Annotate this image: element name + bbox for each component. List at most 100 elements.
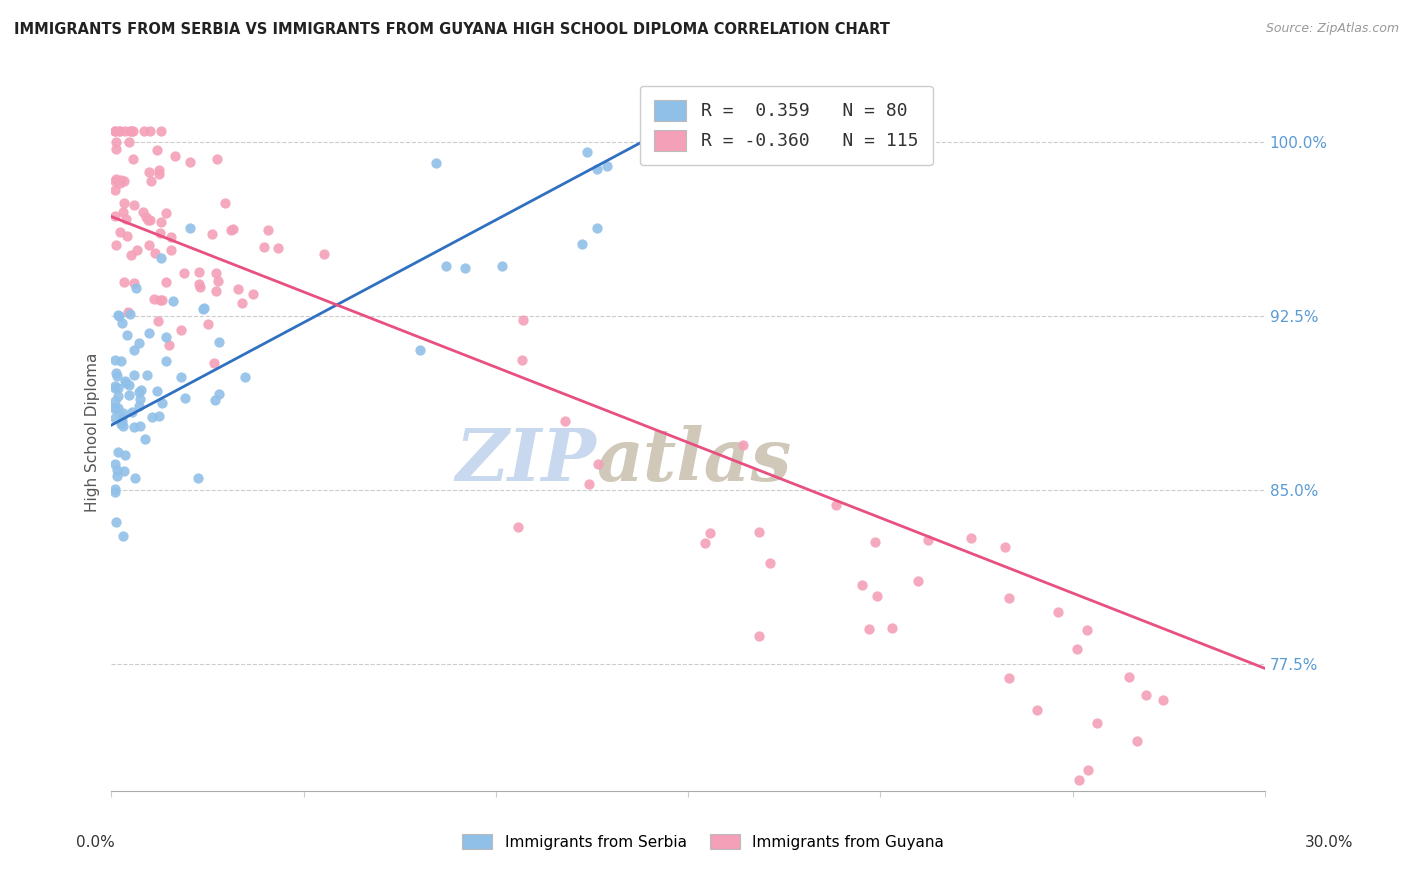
Point [122, 420, 145, 434]
Point [222, 222, 245, 236]
Point [112, 196, 135, 211]
Point [314, 247, 336, 261]
Point [155, 354, 177, 368]
Point [201, 227, 224, 241]
Point [128, 335, 150, 350]
Point [586, 457, 609, 471]
Point [112, 464, 135, 478]
Point [173, 267, 195, 281]
Point [115, 328, 138, 343]
Point [104, 135, 127, 149]
Point [1152, 693, 1174, 707]
Point [267, 241, 290, 255]
Point [110, 173, 132, 187]
Point [120, 124, 142, 138]
Text: ZIP: ZIP [456, 425, 596, 496]
Point [104, 400, 127, 414]
Point [208, 387, 231, 401]
Point [112, 275, 135, 289]
Point [125, 281, 148, 295]
Point [112, 205, 135, 219]
Point [128, 392, 150, 407]
Point [120, 307, 142, 321]
Point [131, 205, 153, 219]
Point [179, 154, 201, 169]
Point [104, 172, 127, 186]
Point [155, 330, 177, 344]
Point [179, 221, 201, 235]
Point [1085, 715, 1108, 730]
Point [148, 162, 170, 177]
Point [107, 445, 129, 459]
Point [204, 392, 226, 407]
Point [576, 145, 599, 160]
Point [1076, 624, 1098, 638]
Point [149, 215, 172, 229]
Point [253, 240, 276, 254]
Point [508, 519, 530, 533]
Point [157, 338, 180, 352]
Point [257, 223, 280, 237]
Point [105, 463, 128, 477]
Point [155, 275, 177, 289]
Point [512, 313, 534, 327]
Point [425, 155, 447, 169]
Point [454, 260, 477, 275]
Point [104, 482, 127, 496]
Point [882, 621, 904, 635]
Point [115, 229, 138, 244]
Point [111, 406, 134, 420]
Point [139, 124, 162, 138]
Point [146, 314, 169, 328]
Point [1067, 772, 1090, 787]
Point [121, 152, 143, 166]
Point [1118, 670, 1140, 684]
Point [825, 498, 848, 512]
Point [104, 458, 127, 472]
Point [122, 368, 145, 382]
Point [107, 401, 129, 415]
Point [136, 213, 159, 227]
Point [115, 376, 138, 390]
Text: atlas: atlas [596, 425, 792, 496]
Point [105, 468, 128, 483]
Point [132, 124, 155, 138]
Point [162, 293, 184, 308]
Point [118, 124, 141, 138]
Point [491, 259, 513, 273]
Point [105, 369, 128, 384]
Point [907, 574, 929, 589]
Point [197, 317, 219, 331]
Point [188, 280, 211, 294]
Point [228, 282, 250, 296]
Point [110, 417, 132, 432]
Point [188, 277, 211, 292]
Point [145, 246, 167, 260]
Point [1135, 688, 1157, 702]
Point [699, 526, 721, 541]
Point [851, 578, 873, 592]
Point [105, 142, 128, 156]
Point [205, 266, 228, 280]
Point [120, 248, 142, 262]
Point [107, 381, 129, 395]
Point [128, 399, 150, 413]
Point [187, 265, 209, 279]
Point [104, 124, 127, 138]
Point [107, 308, 129, 322]
Point [112, 174, 135, 188]
Point [858, 622, 880, 636]
Point [121, 124, 143, 138]
Point [1047, 605, 1070, 619]
Point [205, 284, 228, 298]
Point [114, 212, 136, 227]
Point [121, 405, 143, 419]
Point [111, 414, 134, 428]
Point [129, 383, 152, 397]
Point [105, 515, 128, 529]
Point [205, 152, 228, 166]
Legend: Immigrants from Serbia, Immigrants from Guyana: Immigrants from Serbia, Immigrants from … [456, 828, 950, 855]
Point [554, 414, 576, 428]
Point [143, 293, 166, 307]
Point [104, 183, 127, 197]
